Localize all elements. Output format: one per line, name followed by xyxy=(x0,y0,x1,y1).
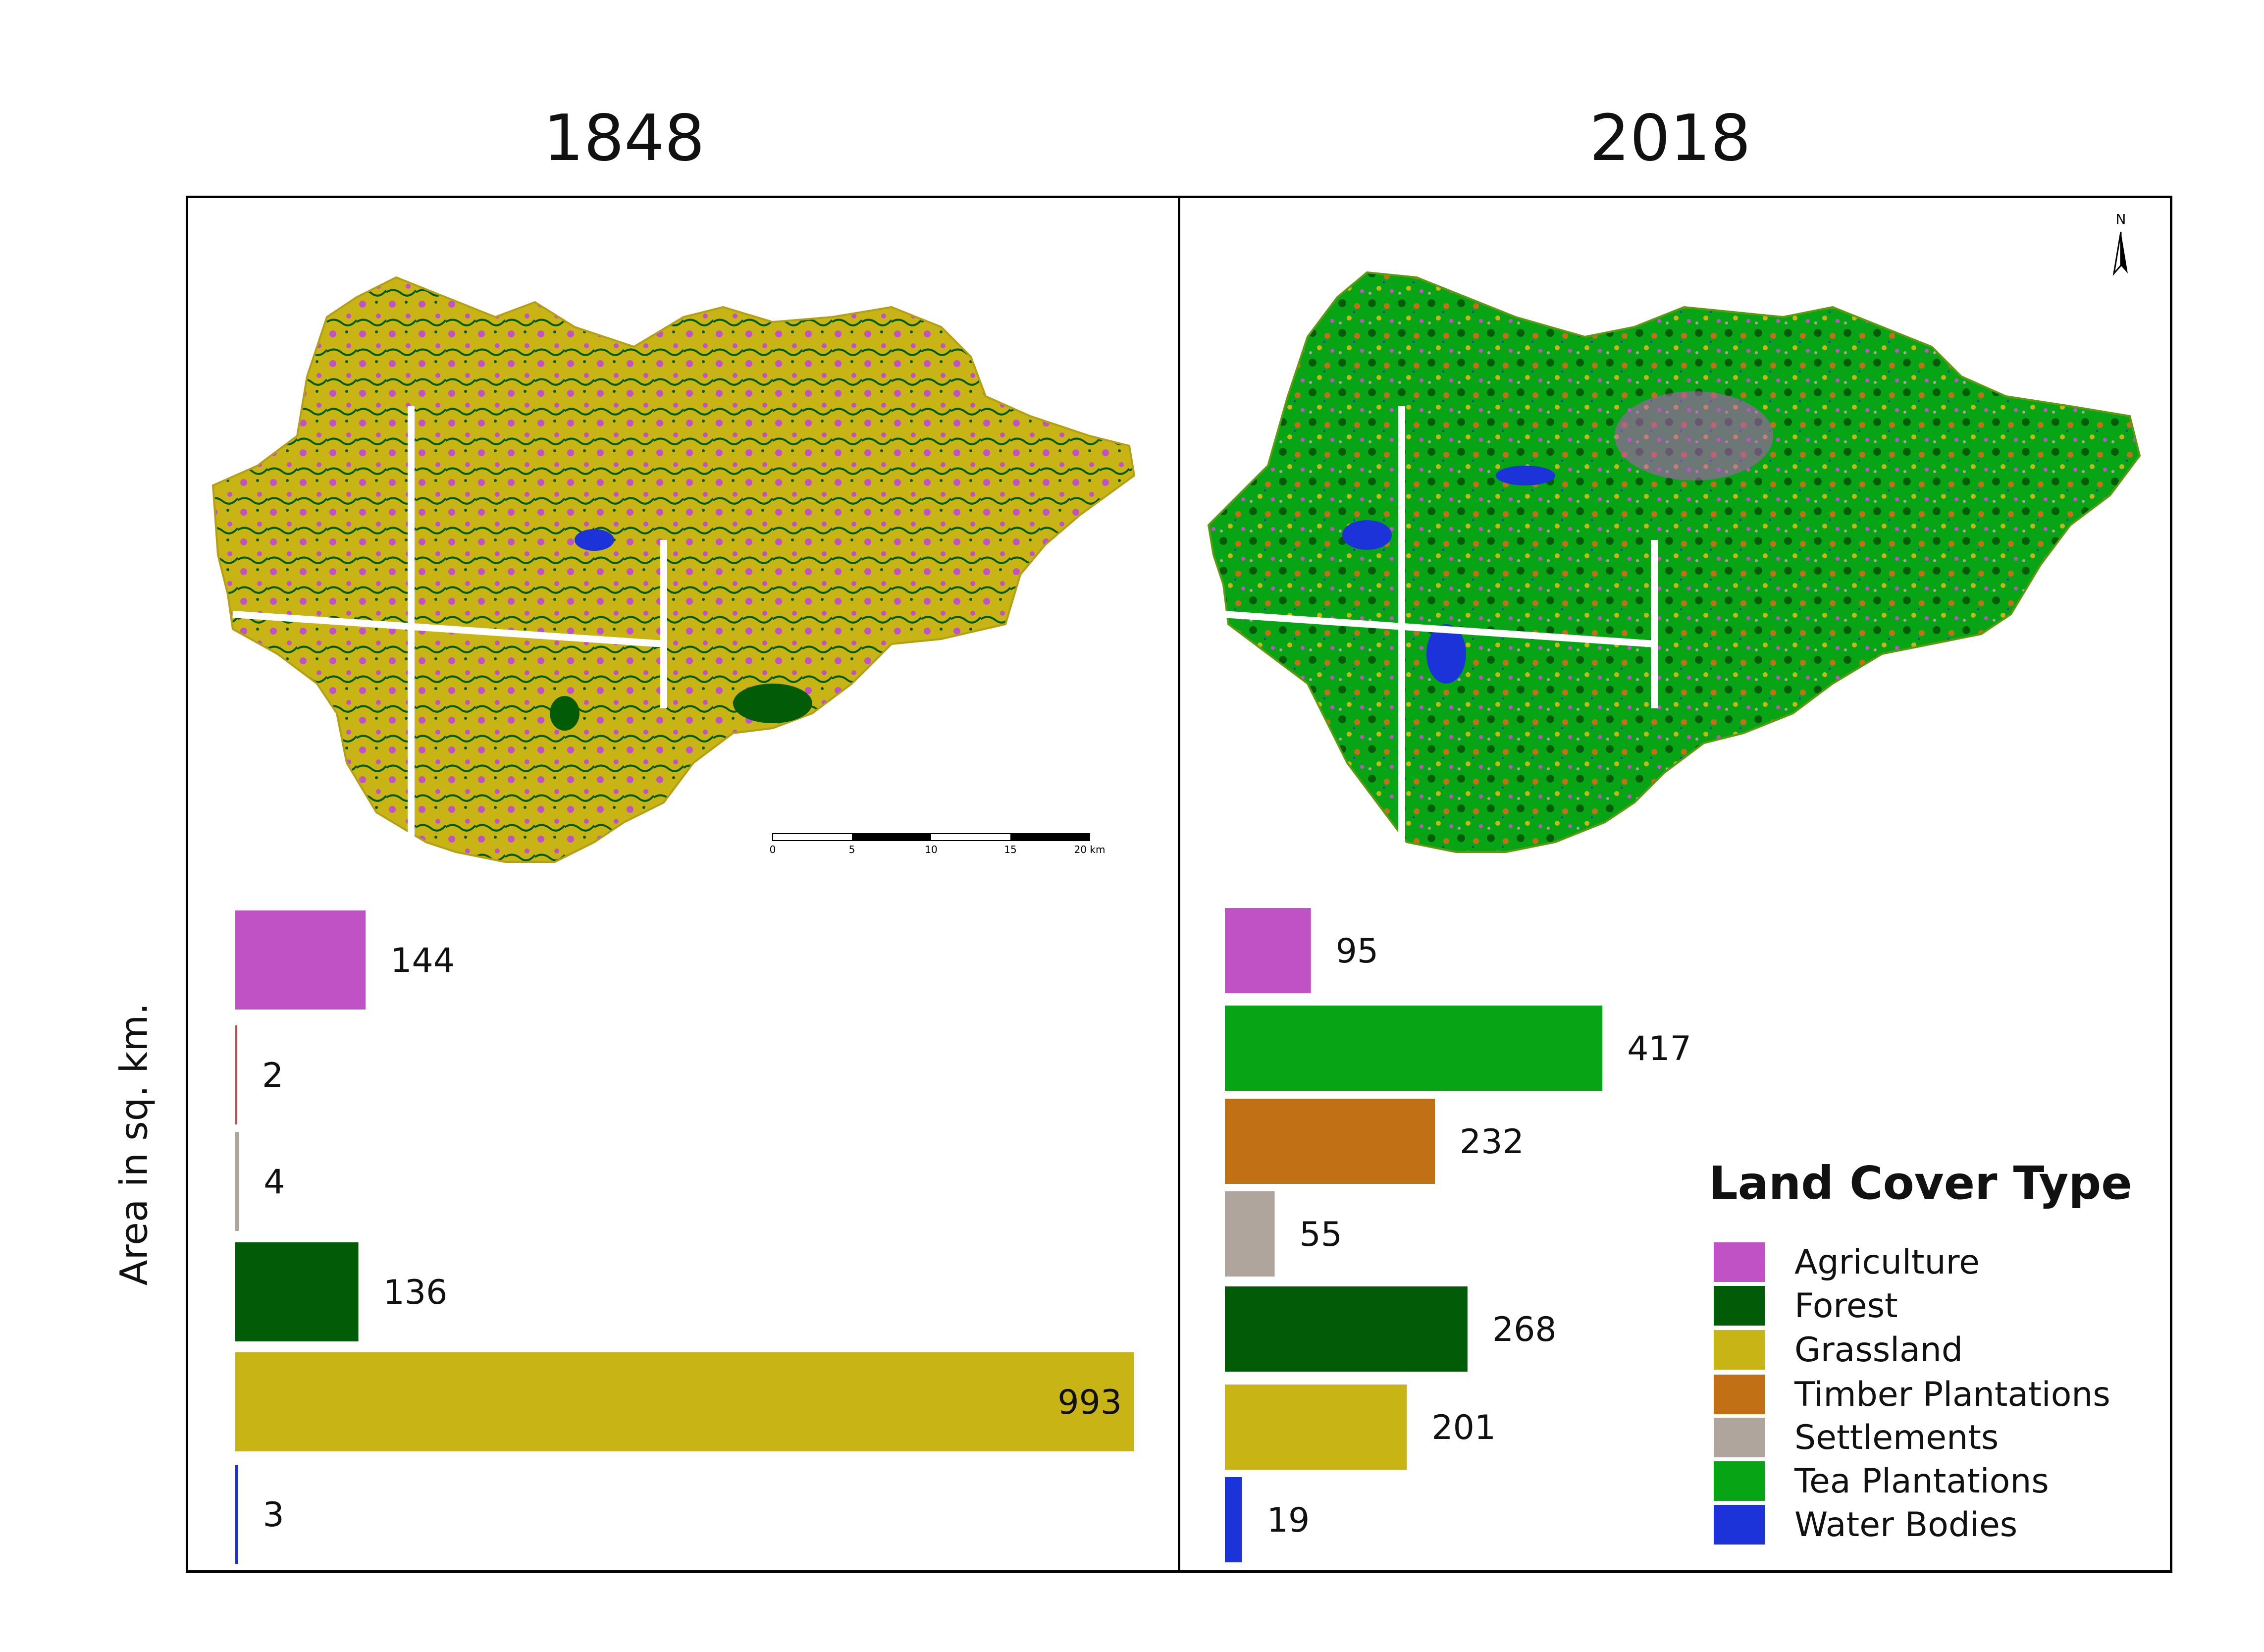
panel-2018 xyxy=(1178,196,2172,1573)
bar-value-label: 4 xyxy=(263,1163,285,1202)
panel-title-2018: 2018 xyxy=(1589,102,1751,175)
legend-item-tea-plantations: Tea Plantations xyxy=(1714,1461,2049,1501)
bar-water-bodies xyxy=(235,1465,238,1564)
legend-swatch xyxy=(1714,1330,1765,1370)
north-arrow-icon: N xyxy=(2112,211,2128,276)
bar-grassland xyxy=(235,1352,1134,1451)
bar-settlements xyxy=(1225,1191,1275,1277)
legend-swatch xyxy=(1714,1242,1765,1282)
panel-title-1848: 1848 xyxy=(543,102,705,175)
bar-agriculture xyxy=(235,910,366,1010)
legend-item-settlements: Settlements xyxy=(1714,1418,1999,1457)
scale-tick-10: 10 xyxy=(925,844,937,855)
north-arrow-label: N xyxy=(2116,211,2126,227)
legend-swatch xyxy=(1714,1375,1765,1414)
bar-value-label: 95 xyxy=(1336,932,1379,971)
legend-label: Grassland xyxy=(1794,1330,1963,1370)
legend-swatch xyxy=(1714,1286,1765,1326)
legend-item-timber-plantations: Timber Plantations xyxy=(1714,1375,2110,1414)
bar-value-label: 417 xyxy=(1627,1029,1691,1068)
legend-item-forest: Forest xyxy=(1714,1286,1898,1326)
legend-swatch xyxy=(1714,1418,1765,1457)
scale-tick-5: 5 xyxy=(849,844,855,855)
legend-label: Tea Plantations xyxy=(1794,1461,2049,1501)
bar-value-label: 2 xyxy=(262,1056,283,1095)
map-1848 xyxy=(211,276,1136,863)
bar-value-label: 144 xyxy=(390,941,455,980)
bar-chart-2018: 95 417 232 55 268 201 19 xyxy=(1225,908,1691,1562)
bar-value-label: 55 xyxy=(1300,1215,1343,1254)
scale-tick-15: 15 xyxy=(1004,844,1016,855)
bar-water-bodies xyxy=(1225,1477,1242,1562)
bar-value-label: 993 xyxy=(1057,1383,1122,1422)
bar-grassland xyxy=(1225,1385,1407,1470)
legend-label: Water Bodies xyxy=(1794,1505,2018,1545)
bar-tea-plantations xyxy=(1225,1006,1603,1091)
bar-agriculture xyxy=(1225,908,1311,993)
legend-label: Timber Plantations xyxy=(1794,1375,2110,1414)
bar-timber-plantations xyxy=(1225,1099,1435,1184)
legend-swatch xyxy=(1714,1461,1765,1501)
bar-value-label: 232 xyxy=(1460,1122,1524,1162)
bar-value-label: 201 xyxy=(1431,1408,1496,1447)
legend-item-water-bodies: Water Bodies xyxy=(1714,1505,2017,1545)
legend-item-agriculture: Agriculture xyxy=(1714,1242,1980,1282)
legend-label: Settlements xyxy=(1794,1418,1999,1457)
scale-bar: 0 5 10 15 20 km xyxy=(770,833,1106,855)
bar-forest xyxy=(235,1242,359,1341)
bar-value-label: 19 xyxy=(1267,1501,1310,1540)
legend-swatch xyxy=(1714,1505,1765,1545)
legend-label: Agriculture xyxy=(1794,1242,1980,1282)
legend-item-grassland: Grassland xyxy=(1714,1330,1963,1370)
legend-title: Land Cover Type xyxy=(1709,1157,2132,1210)
scale-tick-20: 20 km xyxy=(1074,844,1106,855)
scale-tick-0: 0 xyxy=(770,844,776,855)
bar-settlements xyxy=(235,1132,239,1231)
bar-forest xyxy=(1225,1286,1468,1372)
bar-chart-1848: 144 2 4 136 993 3 xyxy=(235,910,1134,1564)
bar-value-label: 3 xyxy=(263,1495,284,1535)
legend-label: Forest xyxy=(1794,1286,1898,1326)
bar-value-label: 136 xyxy=(383,1273,448,1312)
map-2018 xyxy=(1207,271,2141,853)
bar-timber-plantations xyxy=(235,1025,237,1124)
bar-value-label: 268 xyxy=(1492,1310,1557,1349)
